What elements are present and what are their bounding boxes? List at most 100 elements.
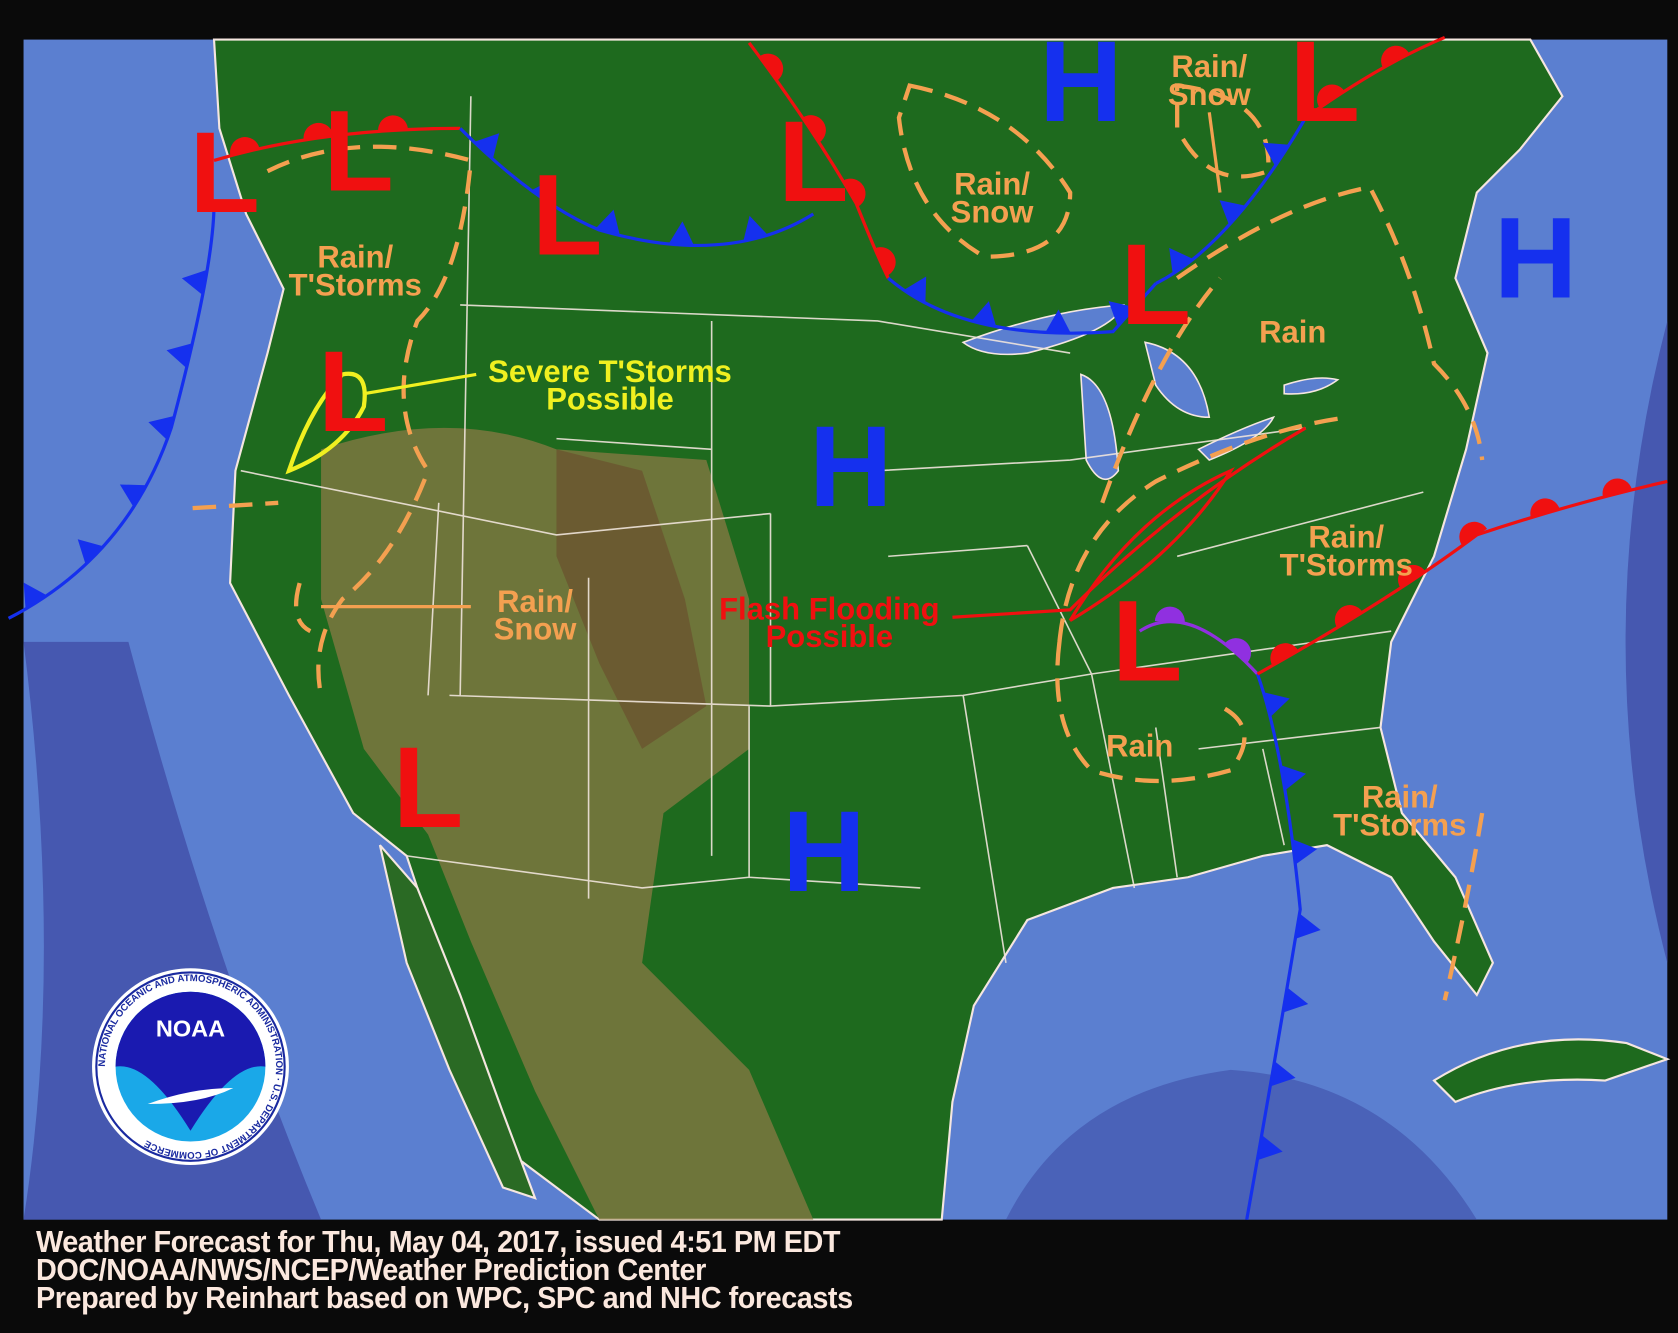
caption-line-prepared: Prepared by Reinhart based on WPC, SPC a… xyxy=(36,1280,853,1315)
warm-front xyxy=(1304,35,1446,119)
occluded-front xyxy=(1138,619,1259,676)
low-pressure-center: L xyxy=(1112,576,1183,705)
lake-ontario xyxy=(1283,377,1340,395)
severe-pointer-arrow xyxy=(363,372,477,396)
cold-front-triangle xyxy=(1263,692,1290,718)
cold-front-triangle xyxy=(903,276,927,304)
logo-bird-top xyxy=(115,991,266,1131)
flash-flood-area xyxy=(1068,467,1235,622)
front-semicircle xyxy=(303,122,334,140)
front-semicircle xyxy=(1270,643,1299,666)
low-pressure-center: L xyxy=(778,97,849,226)
precip-area xyxy=(192,144,474,696)
rain-snow-pointer-arrow xyxy=(1207,112,1222,193)
cold-front-triangle xyxy=(23,582,48,610)
cold-front-triangle xyxy=(1169,247,1194,275)
precip-label: Rain xyxy=(1259,314,1326,349)
deep-gulf xyxy=(1005,1069,1477,1220)
front-semicircle xyxy=(230,137,260,156)
front-semicircle xyxy=(843,178,866,207)
high-pressure-center: H xyxy=(1039,17,1122,146)
cold-front-triangle xyxy=(743,215,768,242)
cold-front-triangle xyxy=(1282,987,1309,1013)
front-semicircle xyxy=(1602,478,1633,498)
rocky-mountains xyxy=(556,449,707,749)
cold-front-triangle xyxy=(1219,200,1246,226)
logo-text: NOAA xyxy=(156,1016,225,1042)
cold-front-triangle xyxy=(119,484,147,508)
severe-label: Severe T'Storms xyxy=(488,354,732,389)
cold-front-triangle xyxy=(1295,913,1321,939)
precip-areas xyxy=(192,83,1485,1001)
precip-label: Snow xyxy=(951,195,1035,230)
cold-front-triangle xyxy=(148,415,175,441)
deep-ocean-atlantic xyxy=(1625,320,1668,963)
cold-front-triangle xyxy=(1108,301,1135,327)
high-pressure-center: H xyxy=(1494,193,1577,322)
cold-front-triangle xyxy=(1262,142,1290,167)
low-pressure-center: L xyxy=(393,723,464,852)
cold-front xyxy=(1245,673,1302,1220)
severe-storm-area xyxy=(285,371,367,475)
cold-front-triangle xyxy=(77,539,104,565)
low-pressure-center: L xyxy=(189,108,260,237)
cold-front-triangle xyxy=(668,221,695,246)
warm-front xyxy=(213,126,461,163)
front-semicircle xyxy=(802,115,826,143)
precip-label: Rain/ xyxy=(1171,49,1247,84)
precip-area xyxy=(1442,812,1485,1001)
front-semicircle xyxy=(759,53,784,81)
precip-label: T'Storms xyxy=(1333,808,1466,843)
front-semicircle xyxy=(1381,45,1410,68)
precip-label: T'Storms xyxy=(1280,548,1413,583)
lake-erie xyxy=(1197,415,1276,461)
cold-front-triangle xyxy=(473,133,500,160)
cuba xyxy=(1432,1038,1671,1104)
precip-label: Rain/ xyxy=(317,239,393,274)
precip-label: Snow xyxy=(1168,77,1252,112)
severe-label: Possible xyxy=(546,382,674,417)
cold-front-triangle xyxy=(1257,1134,1283,1161)
front-semicircle xyxy=(1317,84,1345,108)
precip-label: Rain xyxy=(1106,728,1173,763)
front-semicircle xyxy=(1530,498,1560,518)
lake-huron xyxy=(1143,341,1211,419)
precip-area xyxy=(1175,83,1271,179)
low-pressure-center: L xyxy=(323,86,394,215)
precip-label: Rain/ xyxy=(1308,520,1384,555)
front-semicircle xyxy=(1224,638,1251,664)
cold-front-triangle xyxy=(1292,839,1318,865)
low-pressure-center: L xyxy=(1290,17,1361,146)
caption-line-agency: DOC/NOAA/NWS/NCEP/Weather Prediction Cen… xyxy=(36,1252,706,1287)
cold-front-triangle xyxy=(595,209,620,236)
precip-area xyxy=(1100,184,1485,504)
high-pressure-center: H xyxy=(809,402,892,531)
cold-front-triangle xyxy=(1270,1061,1296,1087)
precip-area xyxy=(293,582,312,634)
low-pressure-center: L xyxy=(318,327,389,456)
front-semicircle xyxy=(1459,521,1488,545)
precip-area xyxy=(1055,415,1349,784)
high-pressure-center: H xyxy=(782,787,865,916)
precip-label: Rain/ xyxy=(954,167,1030,202)
fronts xyxy=(7,35,1668,1220)
flash-flood-line xyxy=(952,426,1307,619)
low-pressure-center: L xyxy=(532,151,603,280)
cold-front-triangle xyxy=(1045,309,1071,334)
precip-label: Rain/ xyxy=(1362,780,1438,815)
precip-label: Snow xyxy=(494,612,578,647)
cold-front-triangle xyxy=(1280,765,1307,791)
front-semicircle xyxy=(1154,606,1185,622)
baja-peninsula xyxy=(378,844,537,1200)
low-pressure-center: L xyxy=(1120,220,1191,349)
precip-area xyxy=(896,83,1073,259)
lake-michigan xyxy=(1079,373,1120,481)
logo-bird-icon xyxy=(147,1088,234,1105)
precip-label: T'Storms xyxy=(289,267,422,302)
cold-front xyxy=(7,203,216,620)
front-semicircle xyxy=(1398,564,1426,589)
map-caption: Weather Forecast for Thu, May 04, 2017, … xyxy=(36,1226,853,1315)
